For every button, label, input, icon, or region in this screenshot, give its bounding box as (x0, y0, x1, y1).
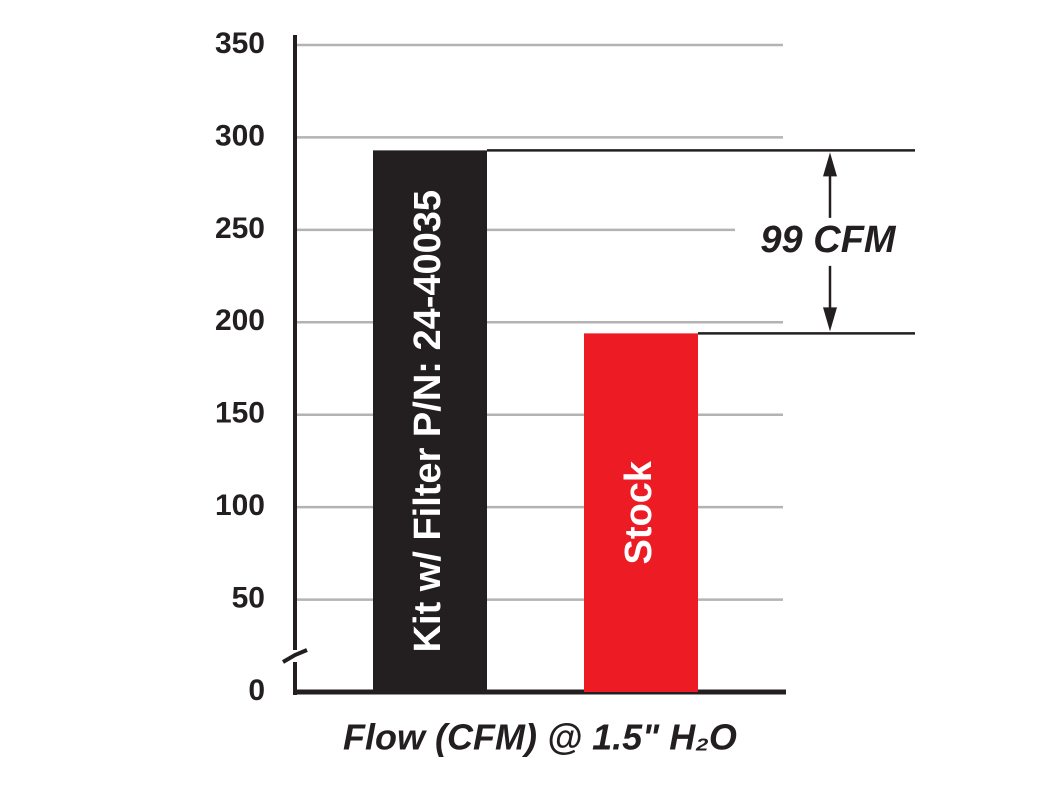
bar (584, 333, 698, 692)
y-tick-label: 0 (248, 674, 265, 707)
y-tick-label: 300 (215, 119, 265, 152)
axis-break (281, 648, 308, 664)
y-tick-label: 250 (215, 212, 265, 245)
y-tick-label: 50 (232, 581, 265, 614)
bar-label: Stock (618, 460, 660, 564)
y-tick-label: 150 (215, 397, 265, 430)
arrow-head (823, 152, 837, 177)
y-tick-label: 350 (215, 27, 265, 60)
annotation: 99 CFM (760, 219, 896, 261)
arrow-head (823, 307, 837, 332)
bar (373, 150, 487, 692)
annotation-background (735, 217, 920, 266)
y-tick-label: 200 (215, 304, 265, 337)
x-axis-label: Flow (CFM) @ 1.5" H₂O (343, 717, 737, 758)
y-tick-label: 100 (215, 489, 265, 522)
bar-label: Kit w/ Filter P/N: 24-40035 (407, 190, 449, 653)
